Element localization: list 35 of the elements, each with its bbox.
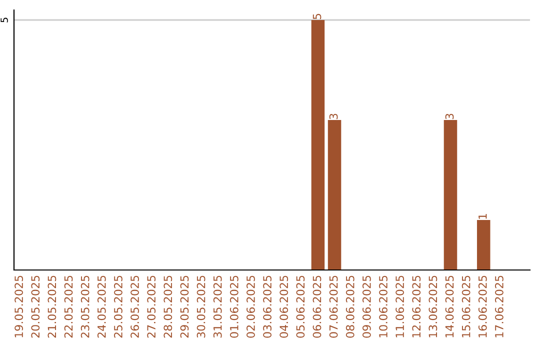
x-tick-label: 05.06.2025 (296, 276, 305, 338)
x-tick-label: 27.05.2025 (147, 276, 156, 338)
x-tick-label: 07.06.2025 (329, 276, 338, 338)
data-label: 3 (329, 114, 338, 120)
x-tick-label: 01.06.2025 (230, 276, 238, 338)
x-tick-label: 20.05.2025 (31, 276, 40, 338)
x-tick-label: 14.06.2025 (445, 276, 454, 338)
x-tick-label: 13.06.2025 (428, 276, 438, 338)
x-tick-label: 21.05.2025 (48, 276, 56, 338)
x-tick-label: 28.05.2025 (164, 276, 172, 338)
x-tick-label: 11.06.2025 (396, 276, 404, 338)
x-tick-label: 24.05.2025 (97, 276, 106, 338)
x-tick-label: 25.05.2025 (114, 276, 122, 338)
data-label: 3 (445, 114, 454, 120)
x-tick-label: 08.06.2025 (346, 276, 354, 338)
x-tick-label: 30.05.2025 (196, 276, 206, 338)
x-tick-label: 09.06.2025 (362, 276, 371, 338)
x-tick-label: 23.05.2025 (80, 276, 90, 338)
x-tick-label: 03.06.2025 (263, 276, 272, 338)
data-label: 5 (312, 14, 322, 20)
x-tick-label: 12.06.2025 (412, 276, 421, 338)
x-tick-label: 10.06.2025 (379, 276, 388, 338)
x-tick-label: 06.06.2025 (312, 276, 322, 338)
x-tick-label: 29.05.2025 (180, 276, 189, 338)
x-tick-label: 31.05.2025 (213, 276, 222, 338)
x-tick-label: 16.06.2025 (478, 276, 487, 338)
data-label: 1 (478, 214, 487, 219)
x-tick-label: 19.05.2025 (14, 276, 24, 338)
ref-line-label: 5 (0, 18, 8, 22)
x-tick-label: 17.06.2025 (495, 276, 504, 338)
x-tick-label: 02.06.2025 (246, 276, 255, 338)
x-tick-label: 22.05.2025 (64, 276, 73, 338)
x-tick-label: 26.05.2025 (130, 276, 139, 338)
x-tick-label: 15.06.2025 (462, 276, 470, 338)
x-tick-label: 04.06.2025 (280, 276, 288, 338)
